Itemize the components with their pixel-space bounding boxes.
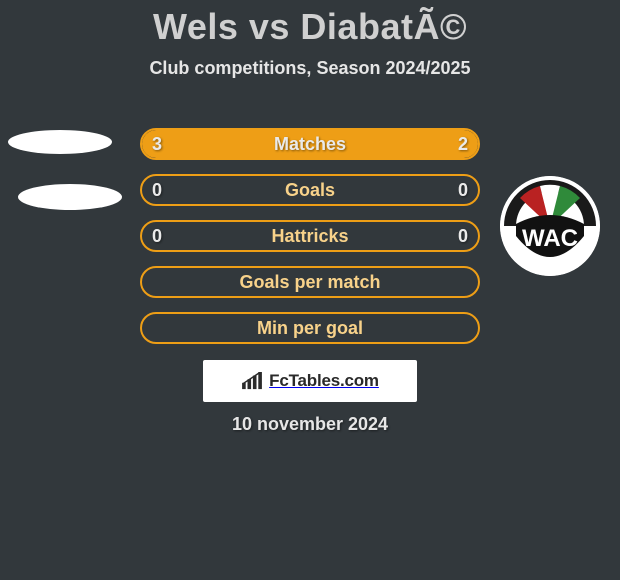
stat-row-hattricks: 0 Hattricks 0 [140,220,480,252]
svg-text:WAC: WAC [522,225,578,252]
stats-list: 3 Matches 2 0 Goals 0 0 Hattricks 0 Goal… [140,128,480,358]
stat-label: Goals [285,180,335,201]
brand-link[interactable]: FcTables.com [203,360,417,402]
club-logo: WAC [500,176,600,276]
page-title: Wels vs DiabatÃ© [0,6,620,48]
stat-left-value: 3 [152,134,162,155]
club-logo-svg: WAC [500,176,600,276]
stat-left-value: 0 [152,180,162,201]
stat-label: Min per goal [257,318,363,339]
stat-right-value: 0 [458,180,468,201]
date-label: 10 november 2024 [0,414,620,435]
stat-label: Goals per match [239,272,380,293]
player1-silhouette-shadow [18,184,122,210]
stat-left-value: 0 [152,226,162,247]
stat-right-value: 0 [458,226,468,247]
stats-widget: Wels vs DiabatÃ© Club competitions, Seas… [0,6,620,580]
stat-label: Matches [274,134,346,155]
stat-row-matches: 3 Matches 2 [140,128,480,160]
stat-row-goals: 0 Goals 0 [140,174,480,206]
page-subtitle: Club competitions, Season 2024/2025 [0,58,620,79]
brand-text: FcTables.com [269,371,379,391]
stat-row-min-per-goal: Min per goal [140,312,480,344]
brand-bars-icon [241,372,263,390]
stat-label: Hattricks [271,226,348,247]
player1-silhouette [8,130,112,154]
stat-row-goals-per-match: Goals per match [140,266,480,298]
stat-right-value: 2 [458,134,468,155]
